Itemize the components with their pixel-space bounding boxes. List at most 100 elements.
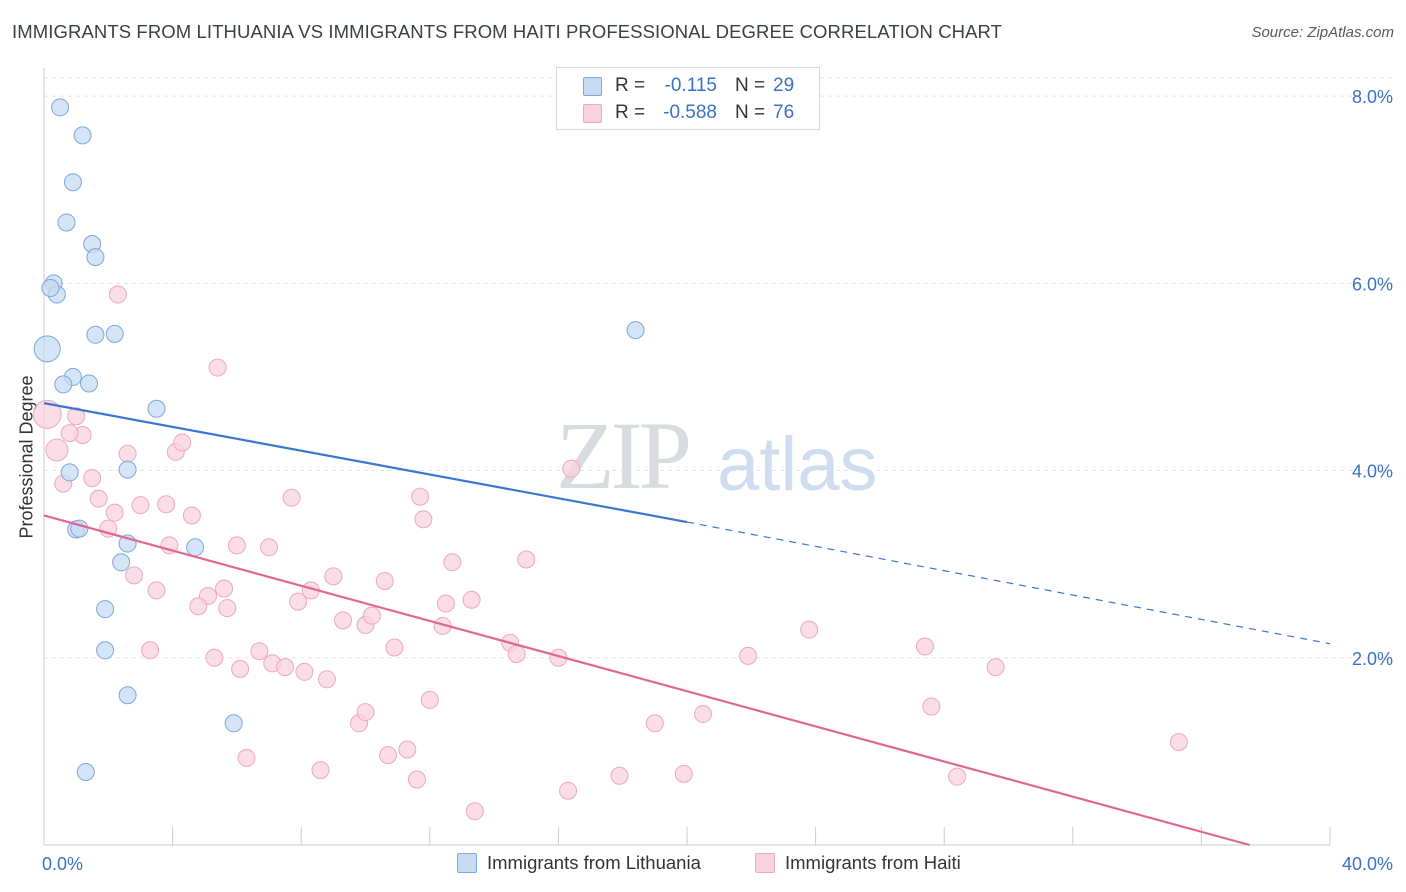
watermark-atlas: atlas xyxy=(717,422,878,507)
point-haiti xyxy=(227,536,246,555)
watermark: ZIP atlas xyxy=(556,402,878,509)
legend-n-value: 29 xyxy=(773,75,795,96)
point-lithuania xyxy=(51,98,70,117)
y-tick-label: 6.0% xyxy=(1352,274,1393,294)
legend-n-value: 76 xyxy=(773,102,795,123)
point-haiti xyxy=(1169,733,1188,752)
series-legend-lithuania[interactable]: Immigrants from Lithuania xyxy=(457,852,701,874)
trend-line-lithuania-extension xyxy=(686,521,1331,645)
point-lithuania xyxy=(224,714,243,733)
point-haiti xyxy=(231,660,250,679)
watermark-zip: ZIP xyxy=(556,402,689,509)
x-tick-label: 40.0% xyxy=(1342,854,1393,874)
legend-row-lithuania: R = -0.115 N = 29 xyxy=(557,74,821,102)
point-lithuania xyxy=(54,375,73,394)
point-haiti xyxy=(915,637,934,656)
point-lithuania xyxy=(60,463,79,482)
correlation-legend: R = -0.115 N = 29 R = -0.588 N = 76 xyxy=(556,67,820,130)
point-haiti xyxy=(173,433,192,452)
legend-r-value: -0.588 xyxy=(663,102,717,123)
point-lithuania xyxy=(118,686,137,705)
point-haiti xyxy=(507,645,526,664)
point-lithuania xyxy=(33,335,61,363)
legend-swatch-lithuania xyxy=(583,77,602,96)
y-tick-label: 8.0% xyxy=(1352,87,1393,107)
point-haiti xyxy=(215,579,234,598)
point-haiti xyxy=(205,648,224,667)
series-legend-swatch-lithuania xyxy=(457,853,477,873)
point-haiti xyxy=(559,781,578,800)
chart-title: IMMIGRANTS FROM LITHUANIA VS IMMIGRANTS … xyxy=(12,21,1003,42)
point-lithuania xyxy=(86,248,105,267)
point-haiti xyxy=(385,638,404,657)
point-haiti xyxy=(250,642,269,661)
point-haiti xyxy=(407,770,426,789)
point-haiti xyxy=(414,510,433,529)
trend-line-lithuania xyxy=(43,402,688,524)
y-tick-label: 2.0% xyxy=(1352,649,1393,669)
point-haiti xyxy=(131,496,150,515)
legend-row-haiti: R = -0.588 N = 76 xyxy=(557,101,821,129)
point-haiti xyxy=(411,487,430,506)
legend-n-label: N = xyxy=(735,102,766,123)
point-lithuania xyxy=(73,126,92,145)
point-lithuania xyxy=(76,762,95,781)
point-lithuania xyxy=(626,321,645,340)
legend-r-value: -0.115 xyxy=(664,75,717,96)
point-haiti xyxy=(739,646,758,665)
point-lithuania xyxy=(86,325,105,344)
point-haiti xyxy=(125,566,144,585)
series-legend-haiti[interactable]: Immigrants from Haiti xyxy=(755,852,961,874)
legend-r-label: R = xyxy=(615,75,646,96)
point-haiti xyxy=(89,489,108,508)
point-lithuania xyxy=(186,538,205,557)
point-lithuania xyxy=(96,600,115,619)
point-lithuania xyxy=(147,399,166,418)
point-haiti xyxy=(317,670,336,689)
point-haiti xyxy=(356,703,375,722)
point-haiti xyxy=(118,444,137,463)
point-haiti xyxy=(694,704,713,723)
point-haiti xyxy=(157,495,176,514)
axes xyxy=(43,68,1331,846)
chart-source: Source: ZipAtlas.com xyxy=(1251,24,1394,41)
point-haiti xyxy=(237,748,256,767)
point-lithuania xyxy=(96,641,115,660)
point-haiti xyxy=(333,611,352,630)
point-haiti xyxy=(147,581,166,600)
point-haiti xyxy=(83,469,102,488)
series-haiti-points xyxy=(32,285,1188,821)
point-haiti xyxy=(379,746,398,765)
point-haiti xyxy=(276,658,295,677)
point-haiti xyxy=(260,538,279,557)
point-haiti xyxy=(517,550,536,569)
series-legend-label: Immigrants from Haiti xyxy=(785,852,961,873)
point-haiti xyxy=(182,506,201,525)
legend-n-label: N = xyxy=(735,75,766,96)
point-haiti xyxy=(562,459,581,478)
tick-labels: 2.0% 4.0% 6.0% 8.0% 0.0% 40.0% xyxy=(42,87,1393,874)
point-haiti xyxy=(610,766,629,785)
point-haiti xyxy=(141,641,160,660)
point-haiti xyxy=(295,662,314,681)
point-haiti xyxy=(208,358,227,377)
point-haiti xyxy=(800,620,819,639)
point-haiti xyxy=(32,399,62,429)
point-lithuania xyxy=(118,460,137,479)
point-haiti xyxy=(465,802,484,821)
point-haiti xyxy=(282,488,301,507)
point-haiti xyxy=(218,599,237,618)
trend-line-haiti xyxy=(43,514,1250,847)
point-haiti xyxy=(375,572,394,591)
point-haiti xyxy=(288,592,307,611)
point-haiti xyxy=(324,567,343,586)
point-haiti xyxy=(311,761,330,780)
point-haiti xyxy=(420,690,439,709)
point-haiti xyxy=(674,764,693,783)
point-haiti xyxy=(60,424,79,443)
point-haiti xyxy=(108,285,127,304)
y-tick-label: 4.0% xyxy=(1352,462,1393,482)
trend-lines xyxy=(43,402,1331,847)
point-haiti xyxy=(948,767,967,786)
